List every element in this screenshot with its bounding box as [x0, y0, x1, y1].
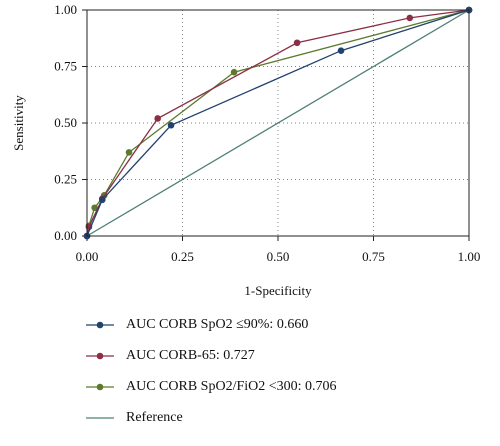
roc-chart: 0.00 0.25 0.50 0.75 1.00 0.00 0.25 0.50 0.75 1.00…	[11, 2, 480, 298]
legend-item: AUC CORB-65: 0.727	[86, 349, 446, 380]
legend: AUC CORB SpO2 ≤90%: 0.660 AUC CORB-65: 0…	[86, 318, 446, 442]
data-point-series-0	[98, 196, 106, 204]
y-tick-label: 0.00	[54, 228, 77, 243]
legend-item: Reference	[86, 411, 446, 442]
y-tick-label: 0.75	[54, 59, 77, 74]
data-point-series-0	[337, 47, 345, 54]
legend-item: AUC CORB SpO2 ≤90%: 0.660	[86, 318, 446, 349]
x-axis-label: 1-Specificity	[244, 283, 312, 298]
x-tick-label: 0.75	[362, 249, 385, 264]
legend-swatch-0	[86, 321, 114, 329]
legend-label: AUC CORB-65: 0.727	[126, 348, 255, 363]
legend-swatch-3	[86, 417, 114, 419]
data-point-series-2	[125, 149, 133, 156]
data-point-series-1	[154, 115, 161, 122]
series-line-3	[86, 9, 470, 237]
data-point-series-2	[91, 204, 98, 212]
x-tick-label: 0.00	[76, 249, 99, 264]
plot-frame	[86, 9, 470, 237]
y-axis-label: Sensitivity	[11, 95, 26, 151]
legend-swatch-2	[86, 383, 114, 391]
axis-ticks: 0.00 0.25 0.50 0.75 1.00 0.00 0.25 0.50 0.75 1.00	[54, 2, 480, 264]
data-point-series-1	[293, 39, 301, 47]
y-tick-label: 0.25	[54, 172, 77, 187]
legend-swatch-marker	[96, 321, 104, 329]
legend-swatch-marker	[96, 383, 104, 391]
data-point-series-0	[167, 121, 175, 129]
legend-item: AUC CORB SpO2/FiO2 <300: 0.706	[86, 380, 446, 411]
data-point-series-2	[230, 68, 238, 76]
y-tick-label: 0.50	[54, 115, 77, 130]
legend-label: AUC CORB SpO2 ≤90%: 0.660	[126, 317, 309, 332]
y-tick-label: 1.00	[54, 2, 77, 17]
x-tick-label: 0.50	[267, 249, 290, 264]
legend-swatch-marker	[96, 352, 104, 360]
x-tick-label: 1.00	[458, 249, 481, 264]
legend-swatch-1	[86, 352, 114, 360]
legend-label: AUC CORB SpO2/FiO2 <300: 0.706	[126, 379, 337, 394]
x-tick-label: 0.25	[171, 249, 194, 264]
legend-label: Reference	[126, 410, 183, 425]
data-point-series-1	[406, 14, 414, 22]
